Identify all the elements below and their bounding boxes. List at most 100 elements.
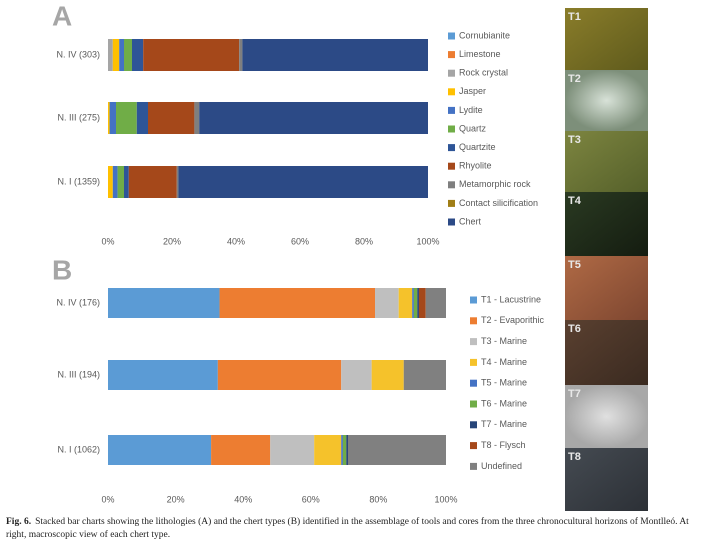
legend-label: T1 - Lacustrine	[481, 294, 541, 304]
legend-label: Cornubianite	[459, 30, 510, 40]
category-label: N. IV (176)	[56, 297, 100, 307]
bar-segment	[194, 102, 200, 134]
bar-segment	[314, 435, 342, 465]
bar-segment	[124, 39, 132, 71]
legend-label: Lydite	[459, 105, 483, 115]
panel-label: B	[52, 254, 72, 285]
legend-label: Limestone	[459, 49, 501, 59]
bar-segment	[425, 288, 446, 318]
bar-segment	[371, 360, 404, 390]
category-label: N. III (275)	[57, 112, 100, 122]
legend-swatch	[448, 162, 455, 170]
bar-segment	[117, 166, 124, 198]
legend-swatch	[470, 379, 477, 387]
bar-segment	[217, 360, 342, 390]
bar-segment	[375, 288, 399, 318]
legend-label: Metamorphic rock	[459, 179, 531, 189]
x-tick-label: 40%	[227, 236, 245, 246]
bar-segment	[108, 288, 220, 318]
legend-swatch	[448, 69, 455, 77]
x-tick-label: 60%	[291, 236, 309, 246]
bar-segment	[178, 166, 428, 198]
legend-swatch	[470, 462, 477, 470]
bar-segment	[417, 288, 419, 318]
legend-label: Quartzite	[459, 142, 496, 152]
photo	[565, 256, 648, 320]
legend-label: Quartz	[459, 123, 487, 133]
legend-swatch	[470, 400, 477, 408]
bar-segment	[270, 435, 315, 465]
legend-label: Jasper	[459, 86, 486, 96]
x-tick-label: 20%	[167, 494, 185, 504]
legend-label: T3 - Marine	[481, 336, 527, 346]
legend-swatch	[448, 181, 455, 189]
legend-swatch	[448, 51, 455, 59]
x-tick-label: 20%	[163, 236, 181, 246]
bar-segment	[403, 360, 446, 390]
legend-swatch	[448, 218, 455, 226]
bar-segment	[136, 102, 148, 134]
legend-swatch	[470, 421, 477, 429]
bar-segment	[341, 435, 343, 465]
bar-segment	[342, 435, 347, 465]
bar-segment	[112, 166, 118, 198]
bar-segment	[119, 39, 124, 71]
legend-label: Rock crystal	[459, 68, 508, 78]
legend-label: Contact silicification	[459, 198, 538, 208]
photo-label: T4	[568, 195, 582, 207]
x-tick-label: 40%	[234, 494, 252, 504]
x-tick-label: 0%	[101, 236, 114, 246]
photo-label: T6	[568, 323, 581, 335]
photo-label: T5	[568, 259, 581, 271]
legend-label: Chert	[459, 216, 482, 226]
legend-label: T6 - Marine	[481, 398, 527, 408]
photo-label: T8	[568, 451, 581, 463]
bar-segment	[108, 102, 110, 134]
bar-segment	[112, 39, 120, 71]
bar-segment	[413, 288, 418, 318]
photo-label: T2	[568, 73, 581, 85]
bar-segment	[132, 39, 144, 71]
photo	[565, 385, 648, 448]
x-tick-label: 80%	[355, 236, 373, 246]
legend-swatch	[470, 358, 477, 366]
legend-swatch	[470, 338, 477, 346]
category-label: N. I (1062)	[57, 444, 100, 454]
legend-swatch	[448, 125, 455, 133]
photo	[565, 192, 648, 256]
bar-segment	[108, 360, 218, 390]
bar-segment	[242, 39, 428, 71]
bar-segment	[346, 435, 348, 465]
legend-label: T8 - Flysch	[481, 440, 526, 450]
category-label: N. IV (303)	[56, 49, 100, 59]
legend-swatch	[448, 32, 455, 40]
photo-label: T3	[568, 134, 581, 146]
legend-label: Undefined	[481, 461, 522, 471]
legend-swatch	[448, 199, 455, 207]
bar-segment	[109, 102, 116, 134]
photo-label: T1	[568, 11, 581, 23]
bar-segment	[398, 288, 413, 318]
x-tick-label: 60%	[302, 494, 320, 504]
caption: Fig. 6. Stacked bar charts showing the li…	[6, 516, 700, 542]
legend-swatch	[448, 106, 455, 114]
x-tick-label: 100%	[434, 494, 457, 504]
legend-label: T4 - Marine	[481, 357, 527, 367]
bar-segment	[239, 39, 243, 71]
bar-segment	[124, 166, 129, 198]
legend-swatch	[448, 88, 455, 96]
photo	[565, 70, 648, 131]
x-tick-label: 100%	[416, 236, 439, 246]
category-label: N. I (1359)	[57, 176, 100, 186]
photo	[565, 8, 648, 70]
panel-label: A	[52, 0, 72, 31]
bar-segment	[176, 166, 179, 198]
x-tick-label: 0%	[101, 494, 114, 504]
photo-label: T7	[568, 388, 581, 400]
photo	[565, 320, 648, 385]
legend-swatch	[448, 144, 455, 152]
legend-label: Rhyolite	[459, 161, 492, 171]
bar-segment	[341, 360, 372, 390]
legend-label: T7 - Marine	[481, 419, 527, 429]
